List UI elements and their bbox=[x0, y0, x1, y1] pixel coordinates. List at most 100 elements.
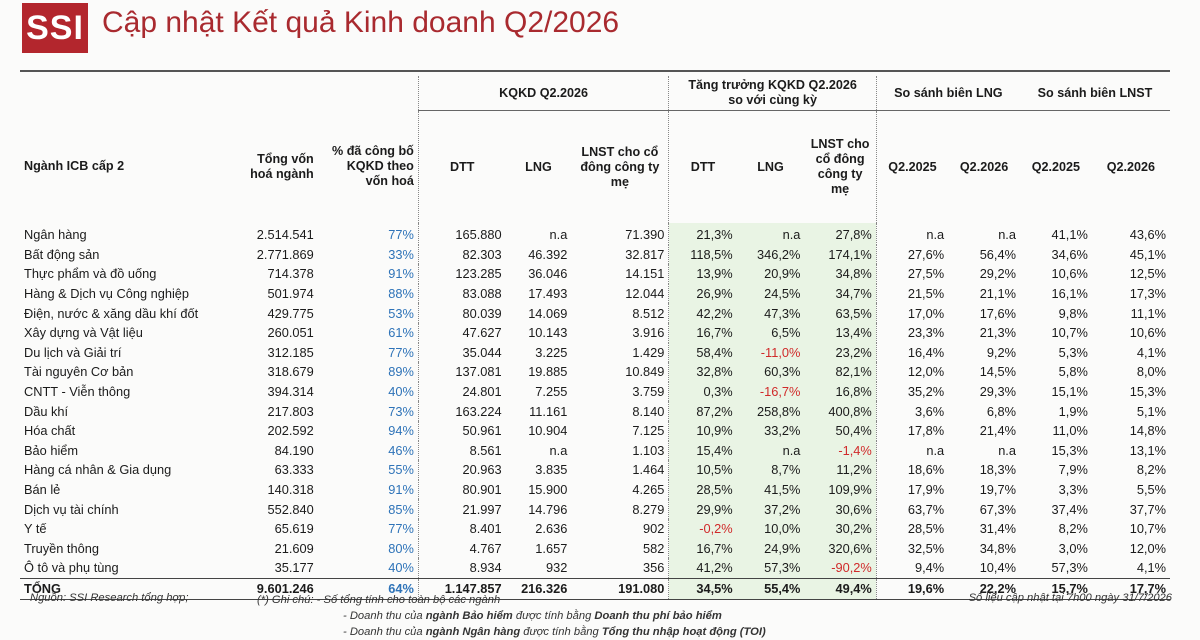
col-growth-lnst: LNST cho cổ đông công ty mẹ bbox=[810, 137, 870, 196]
table-cell: 5,1% bbox=[1136, 403, 1166, 419]
table-cell: 318.679 bbox=[267, 364, 314, 380]
table-cell: 3.916 bbox=[632, 325, 665, 341]
table-cell: 260.051 bbox=[267, 325, 314, 341]
table-cell: 12,0% bbox=[875, 362, 949, 382]
table-cell: 8.140 bbox=[632, 403, 665, 419]
table-cell: 50,4% bbox=[804, 420, 877, 441]
table-cell: 47,3% bbox=[736, 303, 805, 323]
table-cell: 43,6% bbox=[1129, 227, 1166, 243]
table-cell: 89% bbox=[388, 364, 414, 380]
table-cell: 10,6% bbox=[1129, 325, 1166, 341]
table-cell: 77% bbox=[388, 227, 414, 243]
table-cell: 77% bbox=[388, 521, 414, 537]
table-cell: 3,6% bbox=[875, 401, 949, 421]
sector-name: Dịch vụ tài chính bbox=[24, 501, 119, 517]
table-row: Ngân hàng 2.514.541 77% 165.880 n.a 71.390 21,… bbox=[20, 223, 1170, 245]
table-cell: 60,3% bbox=[736, 362, 805, 382]
table-cell: 30,2% bbox=[804, 518, 877, 539]
table-cell: 88% bbox=[388, 286, 414, 302]
table-cell: 12,5% bbox=[1129, 266, 1166, 282]
table-cell: 932 bbox=[545, 560, 568, 576]
table-cell: 13,4% bbox=[804, 322, 877, 343]
table-cell: 41,1% bbox=[1051, 227, 1088, 243]
table-row: Điện, nước & xăng dầu khí đốt 429.775 53% 8… bbox=[20, 303, 1170, 323]
table-cell: 36.046 bbox=[528, 266, 568, 282]
col-dtt: DTT bbox=[417, 110, 506, 223]
table-cell: 15,3% bbox=[1051, 442, 1088, 458]
table-cell: 3.759 bbox=[632, 384, 665, 400]
table-cell: 11,0% bbox=[1052, 423, 1088, 439]
table-cell: 10,7% bbox=[1129, 521, 1166, 537]
table-cell: 10,7% bbox=[1051, 325, 1088, 341]
table-cell: 80% bbox=[388, 540, 414, 556]
table-cell: 10,6% bbox=[1051, 266, 1088, 282]
table-cell: n.a bbox=[549, 227, 568, 243]
sector-name: Điện, nước & xăng dầu khí đốt bbox=[24, 305, 199, 321]
table-cell: 27,8% bbox=[804, 223, 877, 245]
table-cell: 15,1% bbox=[1051, 384, 1088, 400]
table-cell: 8.401 bbox=[417, 518, 506, 539]
table-cell: 8,0% bbox=[1136, 364, 1166, 380]
table-cell: 5,8% bbox=[1058, 364, 1088, 380]
col-growth-dtt: DTT bbox=[668, 110, 737, 223]
table-cell: 32,5% bbox=[875, 538, 949, 559]
table-cell: 7.125 bbox=[632, 423, 665, 439]
table-cell: 8.934 bbox=[417, 558, 506, 579]
table-cell: 40% bbox=[388, 384, 414, 400]
group-kqkd: KQKD Q2.2026 bbox=[417, 76, 669, 111]
table-cell: 34,8% bbox=[979, 540, 1016, 556]
table-cell: 16,4% bbox=[875, 342, 949, 363]
table-cell: 21,5% bbox=[875, 283, 949, 304]
table-cell: 10,5% bbox=[668, 460, 737, 480]
group-lng-margin: So sánh biên LNG bbox=[875, 76, 1020, 111]
table-cell: 356 bbox=[643, 560, 665, 576]
table-cell: 37,7% bbox=[1129, 501, 1166, 517]
table-cell: 15,3% bbox=[1129, 384, 1166, 400]
table-cell: 2.771.869 bbox=[256, 246, 314, 262]
table-cell: 118,5% bbox=[668, 244, 737, 265]
table-cell: 27,5% bbox=[875, 264, 949, 284]
sector-name: Bất động sản bbox=[24, 246, 100, 262]
group-growth: Tăng trưởng KQKD Q2.2026 so với cùng kỳ bbox=[668, 76, 877, 111]
table-row: Thực phẩm và đồ uống 714.378 91% 123.285 36.… bbox=[20, 264, 1170, 284]
table-cell: 9.601.246 bbox=[237, 577, 318, 600]
table-cell: n.a bbox=[875, 440, 949, 461]
col-lnst-q2-2025: Q2.2025 bbox=[1031, 159, 1081, 174]
column-header-row: Ngành ICB cấp 2 Tổng vốn hoá ngành % đã … bbox=[20, 110, 1170, 223]
sector-name: Hàng & Dịch vụ Công nghiệp bbox=[24, 286, 190, 302]
table-cell: 12.044 bbox=[625, 286, 665, 302]
table-cell: 258,8% bbox=[736, 401, 805, 421]
ssi-logo: SSI bbox=[22, 3, 88, 53]
col-lng-q2-2026: Q2.2026 bbox=[959, 159, 1009, 174]
table-cell: n.a bbox=[875, 223, 949, 245]
table-cell: 582 bbox=[643, 540, 665, 556]
table-cell: 63,7% bbox=[875, 499, 949, 519]
table-cell: 12,0% bbox=[1129, 540, 1166, 556]
table-cell: 429.775 bbox=[267, 305, 314, 321]
table-cell: -11,0% bbox=[736, 342, 805, 363]
table-cell: 26,9% bbox=[668, 283, 737, 304]
sector-name: Ô tô và phụ tùng bbox=[24, 560, 119, 576]
table-cell: 91% bbox=[388, 482, 414, 498]
table-cell: 57,3% bbox=[736, 558, 805, 579]
table-cell: 10,9% bbox=[668, 420, 737, 441]
results-table-wrapper: KQKD Q2.2026 Tăng trưởng KQKD Q2.2026 so … bbox=[20, 76, 1170, 600]
group-growth-line2: so với cùng kỳ bbox=[728, 93, 817, 107]
results-table: KQKD Q2.2026 Tăng trưởng KQKD Q2.2026 so … bbox=[20, 76, 1170, 600]
table-cell: 85% bbox=[388, 501, 414, 517]
table-cell: 21,1% bbox=[979, 286, 1016, 302]
table-cell: 24,5% bbox=[736, 283, 805, 304]
table-cell: 34,6% bbox=[1051, 246, 1088, 262]
table-cell: 22,2% bbox=[948, 577, 1020, 600]
col-sector: Ngành ICB cấp 2 bbox=[24, 159, 125, 174]
table-cell: 7,9% bbox=[1058, 462, 1088, 478]
footnote-line-2: - Doanh thu của ngành Bảo hiểm được tính… bbox=[343, 610, 722, 622]
table-cell: 15,7% bbox=[1019, 577, 1092, 600]
table-cell: 19,6% bbox=[875, 577, 949, 600]
table-cell: 87,2% bbox=[668, 401, 737, 421]
table-cell: 28,5% bbox=[668, 479, 737, 500]
table-cell: 35,2% bbox=[875, 381, 949, 402]
table-cell: 10,0% bbox=[736, 518, 805, 539]
report-header: SSI Cập nhật Kết quả Kinh doanh Q2/2026 bbox=[0, 0, 1200, 54]
table-cell: 394.314 bbox=[267, 384, 314, 400]
